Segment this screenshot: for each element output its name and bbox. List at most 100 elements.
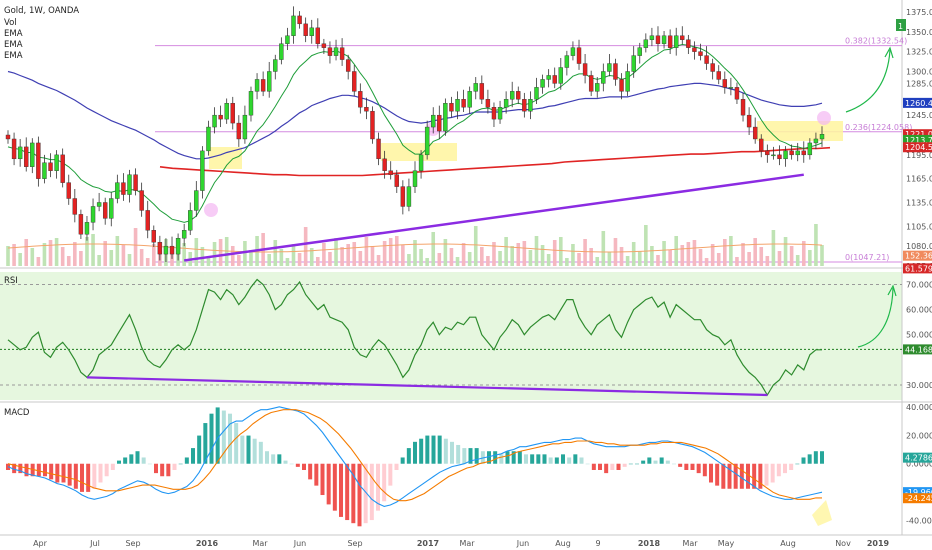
candle-body: [801, 150, 806, 156]
time-tick-label: 2019: [867, 539, 890, 548]
candle-body: [321, 43, 327, 48]
candle-body: [734, 87, 740, 100]
volume-bar: [194, 238, 199, 266]
candle-body: [24, 146, 29, 167]
macd-histogram-bar: [326, 463, 331, 505]
candle-body: [327, 47, 333, 56]
price-tick-label: 1165.000: [906, 175, 932, 184]
price-tick-label: 1245.000: [906, 111, 932, 120]
volume-bar: [352, 242, 357, 266]
candle-body: [188, 210, 193, 231]
volume-bar: [747, 252, 751, 266]
volume-bar: [24, 239, 29, 266]
alert-badge: 1: [898, 22, 903, 31]
price-badge: 61.579K: [905, 264, 932, 273]
time-tick-label: 2018: [638, 539, 661, 548]
candle-body: [601, 71, 606, 84]
candle-body: [169, 245, 175, 255]
signal-line: [7, 409, 822, 502]
macd-histogram-bar: [542, 454, 547, 464]
macd-histogram-bar: [258, 441, 263, 464]
volume-bar: [680, 245, 685, 266]
volume-bar: [777, 251, 782, 266]
volume-bar: [97, 255, 101, 266]
macd-histogram-bar: [591, 463, 596, 470]
macd-histogram-bar: [80, 463, 84, 492]
candle-body: [358, 91, 363, 108]
macd-histogram-bar: [283, 460, 288, 464]
candle-body: [36, 142, 41, 179]
volume-bar: [443, 239, 448, 266]
macd-histogram-bar: [221, 410, 226, 464]
candle-body: [84, 222, 90, 235]
volume-bar: [795, 255, 800, 266]
candle-body: [5, 134, 11, 140]
volume-bar: [801, 241, 806, 266]
macd-histogram-bar: [197, 435, 202, 464]
candle-body: [765, 150, 770, 156]
projection-arrow-head: [884, 46, 894, 59]
macd-histogram-bar: [715, 463, 720, 486]
candle-body: [546, 75, 551, 80]
macd-histogram-bar: [733, 463, 738, 489]
price-badge-bg: [903, 97, 932, 108]
candle-body: [157, 241, 163, 255]
price-tick-label: 1325.000: [906, 48, 932, 57]
macd-histogram-bar: [369, 463, 374, 521]
candle-body: [795, 150, 800, 156]
volume-bar: [376, 255, 381, 266]
macd-histogram-bar: [277, 454, 282, 464]
macd-histogram-bar: [178, 463, 183, 465]
macd-histogram-bar: [702, 463, 707, 477]
volume-bar: [735, 257, 739, 266]
macd-histogram-bar: [801, 457, 806, 464]
candle-body: [746, 114, 752, 128]
candle-body: [479, 83, 485, 100]
volume-bar: [741, 243, 745, 266]
alert-badge-bg: [896, 19, 906, 31]
macd-histogram-bar: [443, 438, 448, 464]
time-tick-label: Jul: [89, 539, 100, 548]
time-tick-label: 2017: [417, 539, 439, 548]
volume-bar: [723, 239, 727, 266]
volume-bar: [109, 250, 114, 266]
price-trendline: [183, 173, 804, 262]
candle-body: [503, 99, 509, 108]
volume-bar: [328, 252, 332, 266]
candle-body: [516, 91, 521, 100]
volume-bar: [267, 254, 272, 266]
macd-histogram-bar: [320, 463, 325, 496]
volume-bar: [467, 252, 472, 266]
candle-body: [461, 99, 466, 108]
time-tick-label: Mar: [459, 539, 475, 548]
candle-body: [345, 59, 351, 72]
macd-histogram-bar: [413, 441, 417, 464]
volume-bar: [322, 243, 326, 266]
macd-histogram-bar: [345, 463, 350, 521]
macd-histogram-bar: [117, 460, 121, 464]
chart-title: Gold, 1W, OANDA: [4, 6, 79, 16]
volume-bar: [334, 238, 338, 266]
candle-body: [777, 154, 782, 160]
highlight-zone: [209, 147, 242, 169]
volume-bar: [151, 244, 156, 266]
volume-bar: [407, 254, 411, 266]
candle-body: [248, 91, 254, 116]
macd-histogram-bar: [86, 463, 91, 492]
candle-body: [692, 47, 697, 52]
candle-body: [127, 174, 132, 195]
volume-bar: [316, 257, 320, 266]
time-tick-label: May: [718, 539, 735, 548]
volume-bar: [206, 256, 211, 266]
macd-histogram-bar: [820, 451, 824, 464]
volume-ma-line: [7, 243, 823, 253]
volume-bar: [637, 251, 642, 266]
volume-bar: [601, 231, 606, 266]
macd-histogram-bar: [721, 463, 726, 489]
candle-body: [819, 134, 825, 140]
macd-histogram-bar: [234, 423, 239, 464]
volume-bar: [139, 249, 144, 266]
candle-body: [230, 103, 235, 124]
macd-histogram-bar: [548, 457, 553, 464]
